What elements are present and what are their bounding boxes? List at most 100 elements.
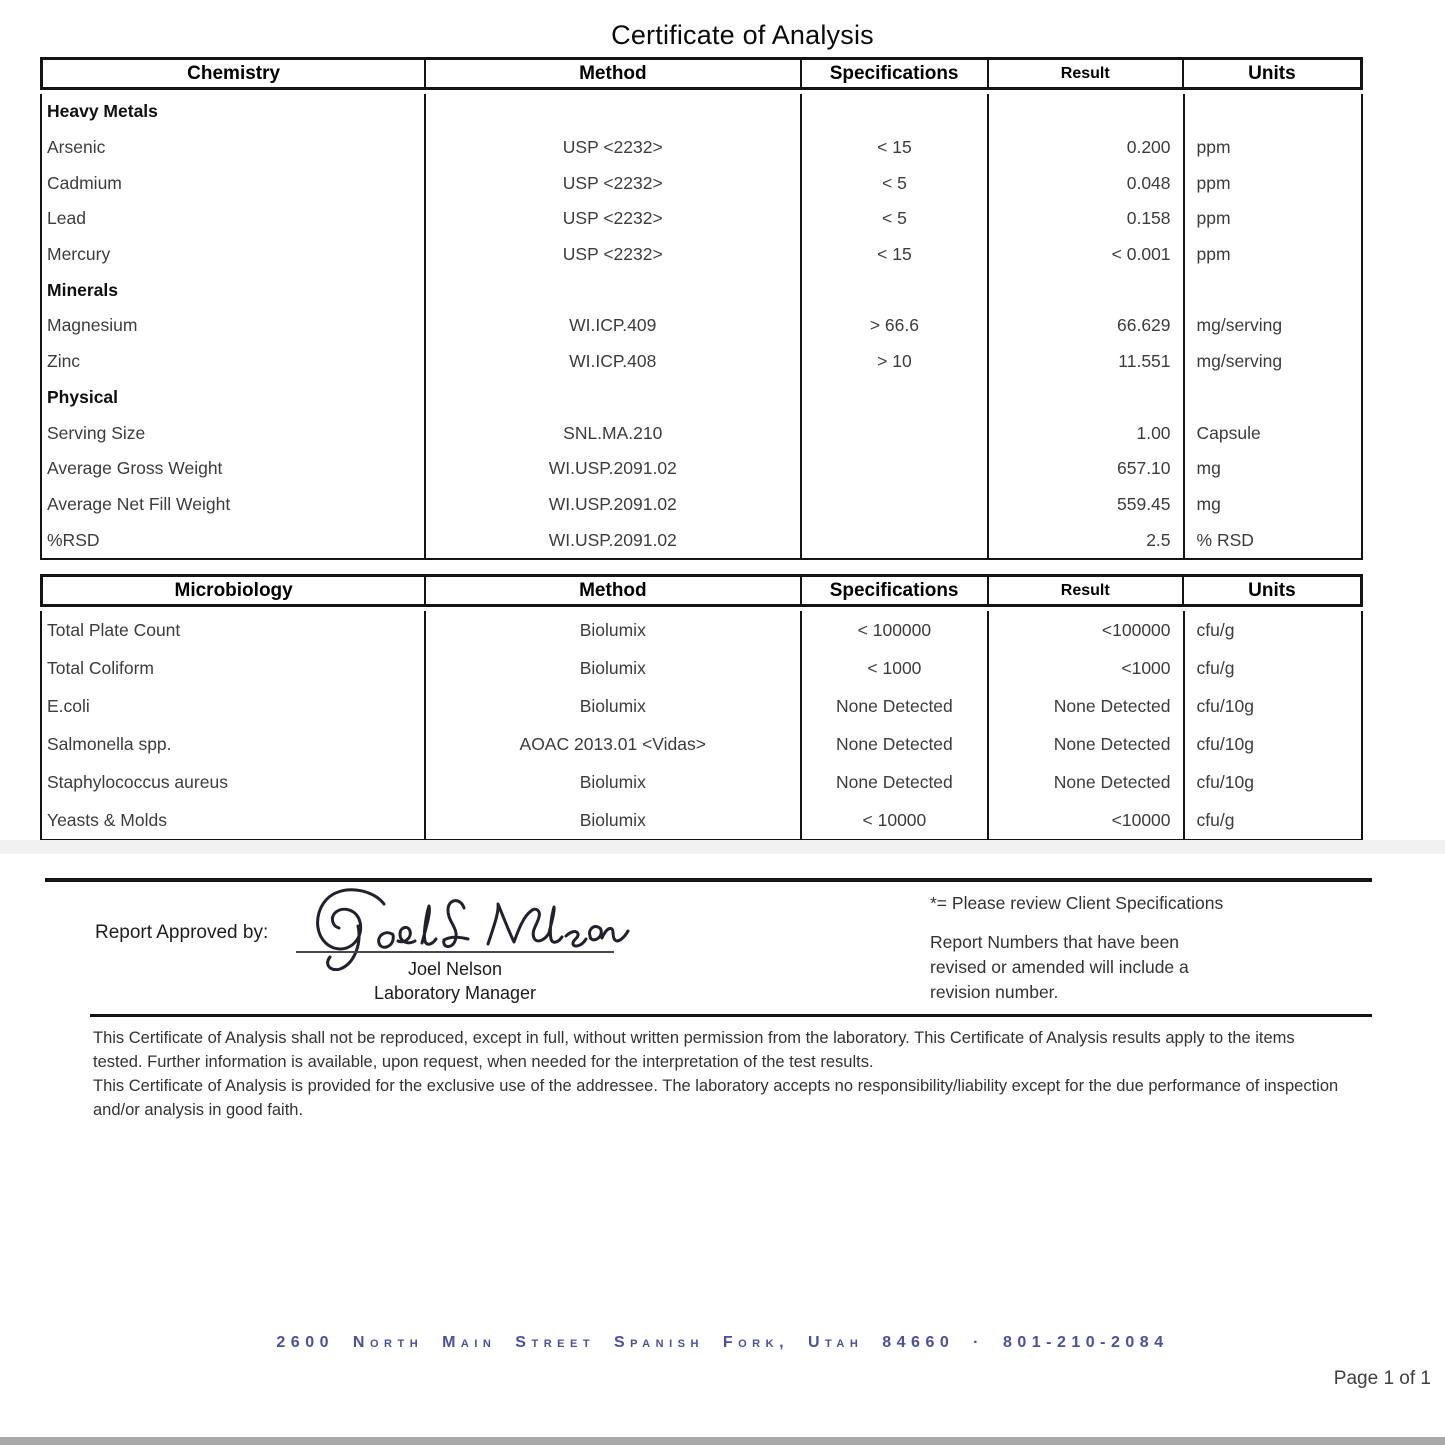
cell-lead-spec: < 5 <box>881 208 907 229</box>
cell-cadmium-units: ppm <box>1196 172 1231 193</box>
microbiology-column-header-result: Result <box>986 577 1182 604</box>
report-approved-by-label: Report Approved by: <box>95 922 269 943</box>
cell-lead-method: USP <2232> <box>562 208 663 229</box>
chemistry-column-header-result: Result <box>986 60 1182 87</box>
page-title: Certificate of Analysis <box>611 20 874 50</box>
cell-rsd-method: WI.USP.2091.02 <box>548 529 677 550</box>
cell-magnesium-units: mg/serving <box>1196 315 1283 336</box>
cell-staphylococcus-aureus-spec: None Detected <box>836 771 953 792</box>
cell-e-coli: E.coli <box>47 695 90 716</box>
cell-magnesium: Magnesium <box>47 315 138 336</box>
cell-total-plate-count-method: Biolumix <box>579 619 646 640</box>
cell-total-plate-count-units: cfu/g <box>1196 619 1235 640</box>
cell-staphylococcus-aureus-result: None Detected <box>1053 771 1171 792</box>
horizontal-rule-bottom <box>90 1014 1372 1017</box>
cell-magnesium-method: WI.ICP.409 <box>569 315 657 336</box>
section-label-physical-units <box>1185 380 1361 416</box>
cell-average-net-fill-weight-result: 559.45 <box>1117 493 1171 514</box>
cell-arsenic-result: 0.200 <box>1126 137 1171 158</box>
section-label-physical-spec <box>802 380 987 416</box>
cell-magnesium-result: 66.629 <box>1117 315 1171 336</box>
disclaimer-paragraph-1: This Certificate of Analysis shall not b… <box>93 1029 1295 1071</box>
chemistry-column-units: ppm ppm ppm ppm mg/serving mg/serving Capsule m… <box>1182 94 1361 558</box>
cell-e-coli-spec: None Detected <box>836 695 953 716</box>
microbiology-column-header-method: Method <box>424 577 799 604</box>
cell-salmonella-spp: Salmonella spp. <box>47 733 172 754</box>
cell-lead-result: 0.158 <box>1126 208 1171 229</box>
cell-staphylococcus-aureus: Staphylococcus aureus <box>47 771 228 792</box>
cell-mercury-result: < 0.001 <box>1111 244 1171 265</box>
cell-cadmium-method: USP <2232> <box>562 172 663 193</box>
microbiology-column-spec: < 100000 < 1000 None Detected None Detected… <box>799 611 987 839</box>
cell-staphylococcus-aureus-units: cfu/10g <box>1196 771 1254 792</box>
horizontal-rule-top <box>45 878 1372 882</box>
cell-total-plate-count: Total Plate Count <box>47 619 181 640</box>
cell-lead-units: ppm <box>1196 208 1231 229</box>
section-divider-band <box>0 840 1445 854</box>
section-label-minerals: Minerals <box>47 279 118 300</box>
cell-cadmium-spec: < 5 <box>881 172 907 193</box>
cell-yeasts-molds-method: Biolumix <box>579 809 646 830</box>
cell-e-coli-units: cfu/10g <box>1196 695 1254 716</box>
cell-average-net-fill-weight: Average Net Fill Weight <box>47 493 231 514</box>
cell-zinc-method: WI.ICP.408 <box>569 351 657 372</box>
microbiology-table-body: Total Plate Count Total Coliform E.coli Sal… <box>40 611 1363 841</box>
cell-mercury: Mercury <box>47 244 111 265</box>
disclaimer-paragraph-2: This Certificate of Analysis is provided… <box>93 1077 1339 1119</box>
client-specifications-note: *= Please review Client Specifications <box>930 893 1224 913</box>
chemistry-table-body: Heavy Metals Arsenic Cadmium Lead Mercury Min… <box>40 94 1363 560</box>
section-label-heavy-metals-units <box>1185 94 1361 130</box>
chemistry-column-header-method: Method <box>424 60 799 87</box>
microbiology-column-method: Biolumix Biolumix Biolumix AOAC 2013.01 <Vi… <box>423 611 800 839</box>
chemistry-column-name: Heavy Metals Arsenic Cadmium Lead Mercury Min… <box>42 94 424 558</box>
cell-arsenic-spec: < 15 <box>877 137 912 158</box>
cell-serving-size-units: Capsule <box>1196 422 1261 443</box>
cell-salmonella-spp-spec: None Detected <box>836 733 953 754</box>
chemistry-column-spec: < 15 < 5 < 5 < 15 > 66.6 > 10 <box>799 94 987 558</box>
cell-salmonella-spp-result: None Detected <box>1053 733 1171 754</box>
section-label-minerals-units <box>1185 272 1361 308</box>
cell-zinc-spec: > 10 <box>877 351 912 372</box>
cell-average-net-fill-weight-method: WI.USP.2091.02 <box>548 493 677 514</box>
cell-zinc-result: 11.551 <box>1118 351 1171 372</box>
cell-yeasts-molds-spec: < 10000 <box>862 809 927 830</box>
section-label-heavy-metals-spec <box>802 94 987 130</box>
cell-arsenic-units: ppm <box>1196 137 1231 158</box>
section-label-physical-result <box>989 380 1182 416</box>
chemistry-column-result: 0.200 0.048 0.158 < 0.001 66.629 11.551 1.00 65… <box>987 94 1182 558</box>
section-label-heavy-metals-result <box>989 94 1182 130</box>
cell-yeasts-molds-units: cfu/g <box>1196 809 1235 830</box>
cell-rsd-result: 2.5 <box>1146 529 1171 550</box>
cell-average-net-fill-weight-spec <box>802 487 987 523</box>
cell-salmonella-spp-units: cfu/10g <box>1196 733 1254 754</box>
section-label-minerals-result <box>989 272 1182 308</box>
microbiology-column-result: <100000 <1000 None Detected None Detected No… <box>987 611 1182 839</box>
cell-e-coli-method: Biolumix <box>579 695 646 716</box>
cell-e-coli-result: None Detected <box>1053 695 1171 716</box>
cell-cadmium-result: 0.048 <box>1126 172 1171 193</box>
chemistry-column-header-units: Units <box>1181 60 1360 87</box>
cell-yeasts-molds-result: <10000 <box>1111 809 1171 830</box>
signatory-name: Joel Nelson <box>407 959 503 979</box>
chemistry-table-header-row: Chemistry Method Specifications Result Units <box>40 57 1363 90</box>
cell-staphylococcus-aureus-method: Biolumix <box>579 771 646 792</box>
signature-image <box>316 888 630 971</box>
cell-serving-size-result: 1.00 <box>1136 422 1171 443</box>
section-label-minerals-spec <box>802 272 987 308</box>
microbiology-column-header-microbiology: Microbiology <box>174 579 293 601</box>
cell-total-coliform-units: cfu/g <box>1196 657 1235 678</box>
microbiology-column-header-specifications: Specifications <box>799 577 987 604</box>
cell-rsd: %RSD <box>47 529 100 550</box>
cell-total-coliform-method: Biolumix <box>579 657 646 678</box>
revision-note: Report Numbers that have been revised or… <box>930 932 1189 1002</box>
microbiology-column-header-units: Units <box>1181 577 1360 604</box>
section-label-heavy-metals-method <box>426 94 800 130</box>
cell-mercury-method: USP <2232> <box>562 244 663 265</box>
cell-lead: Lead <box>47 208 86 229</box>
page-number: Page 1 of 1 <box>1333 1368 1431 1389</box>
cell-rsd-units: % RSD <box>1196 529 1254 550</box>
cell-serving-size-spec <box>802 415 987 451</box>
cell-salmonella-spp-method: AOAC 2013.01 <Vidas> <box>519 733 706 754</box>
cell-average-gross-weight-spec <box>802 451 987 487</box>
microbiology-table: Microbiology Method Specifications Result Un… <box>40 574 1363 841</box>
